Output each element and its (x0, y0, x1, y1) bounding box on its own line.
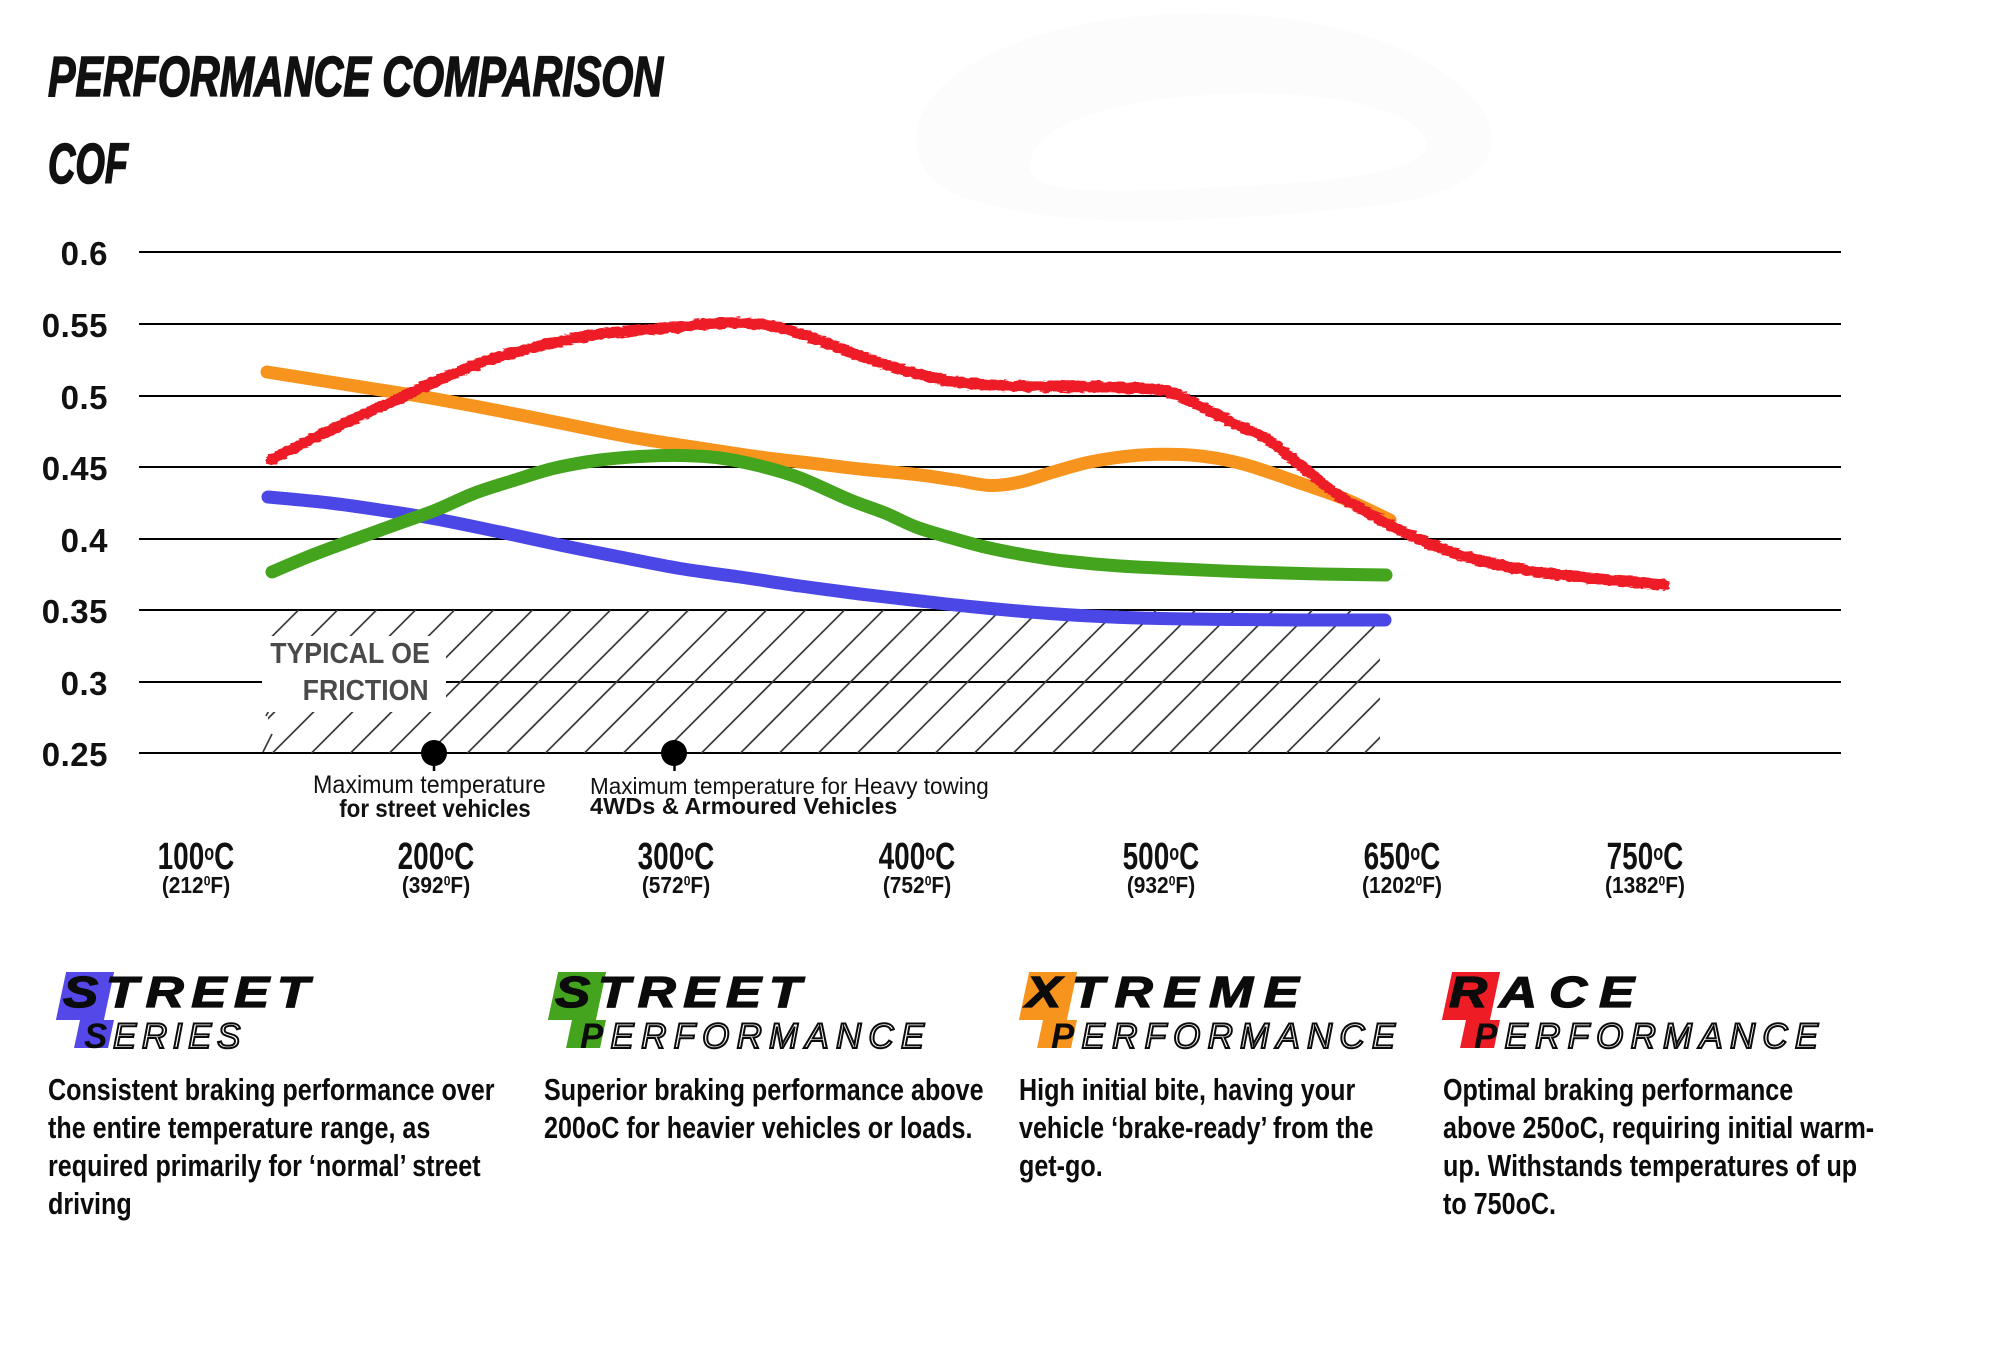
svg-text:PERFORMANCE: PERFORMANCE (1051, 1017, 1402, 1056)
svg-text:PERFORMANCE: PERFORMANCE (1474, 1017, 1825, 1056)
svg-text:SERIES: SERIES (84, 1017, 246, 1056)
svg-text:PERFORMANCE: PERFORMANCE (580, 1017, 931, 1056)
